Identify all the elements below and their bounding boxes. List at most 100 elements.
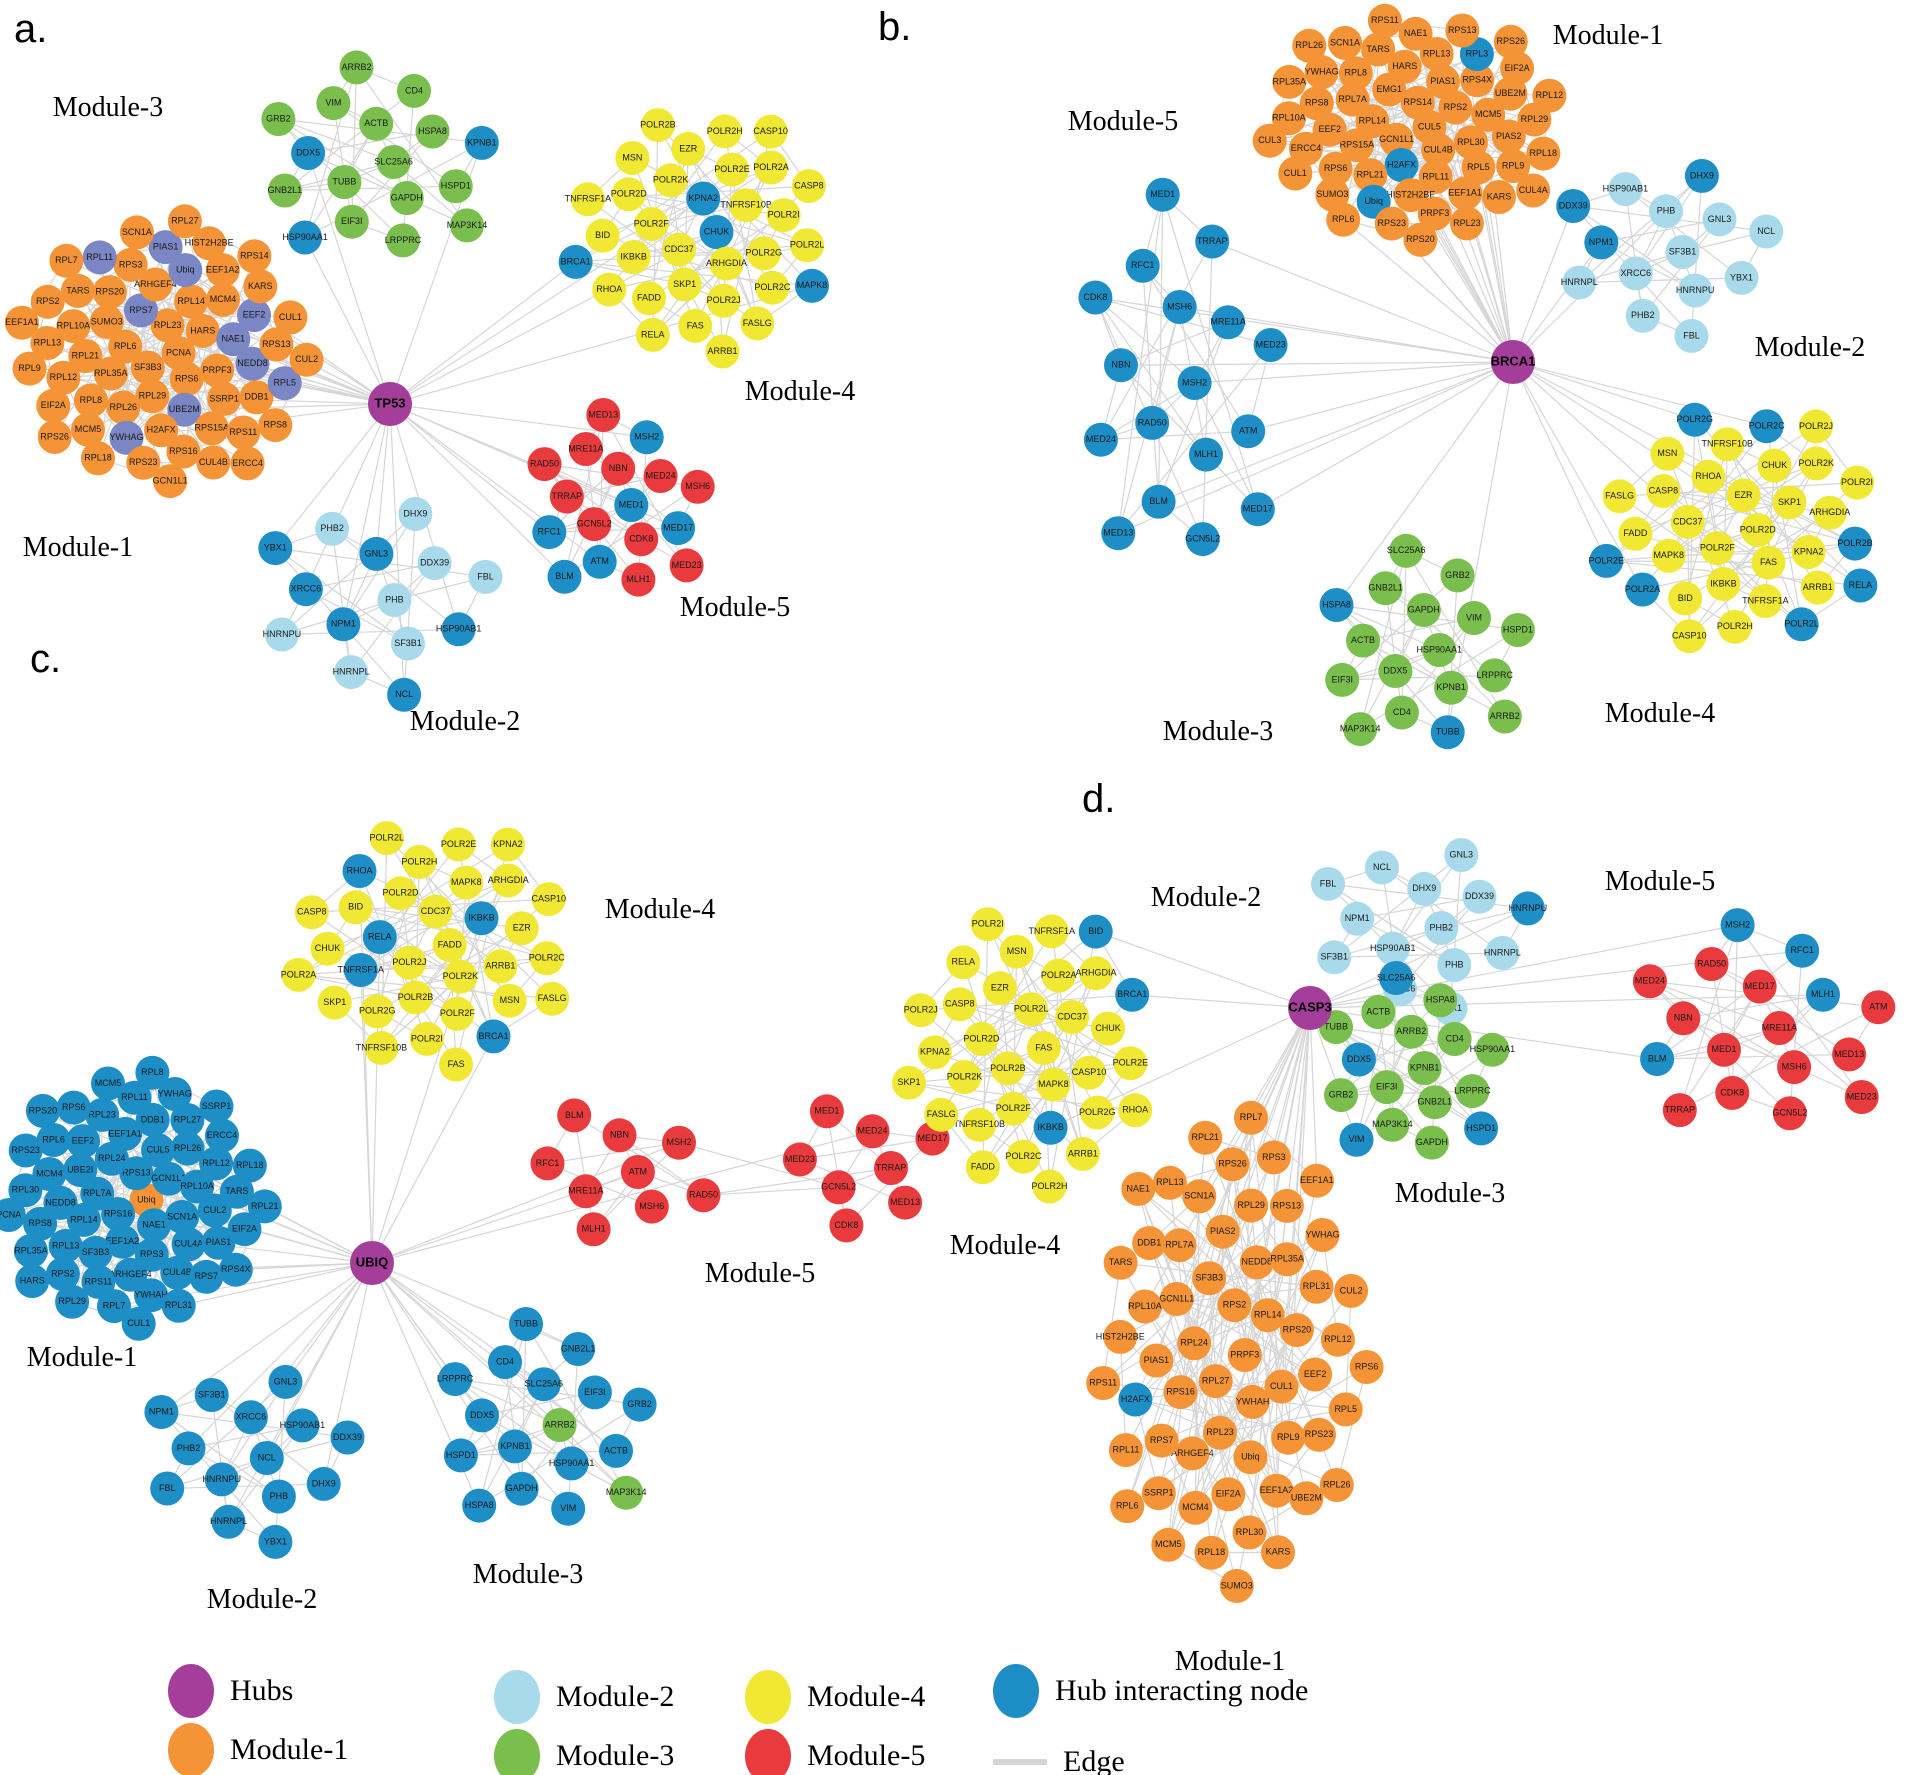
network-node[interactable] (1772, 1096, 1807, 1131)
network-node[interactable] (492, 983, 527, 1018)
network-node[interactable] (602, 1118, 637, 1153)
network-node[interactable] (432, 928, 467, 962)
network-node[interactable] (135, 379, 170, 414)
network-node[interactable] (1448, 176, 1483, 211)
network-node[interactable] (97, 1289, 131, 1324)
network-node[interactable] (189, 1259, 224, 1294)
network-node[interactable] (227, 1212, 262, 1247)
network-node[interactable] (1113, 1046, 1148, 1081)
network-node[interactable] (1312, 112, 1347, 147)
network-node[interactable] (137, 1208, 171, 1243)
network-node[interactable] (1694, 947, 1729, 981)
network-node[interactable] (1791, 535, 1826, 569)
network-node[interactable] (903, 993, 938, 1028)
network-node[interactable] (621, 562, 656, 597)
network-node[interactable] (1461, 150, 1496, 185)
network-node[interactable] (1078, 914, 1113, 949)
network-node[interactable] (134, 1237, 169, 1272)
network-node[interactable] (121, 1306, 156, 1341)
network-node[interactable] (1339, 1122, 1374, 1157)
network-node[interactable] (1375, 931, 1410, 966)
network-node[interactable] (497, 1429, 532, 1464)
network-node[interactable] (829, 1208, 864, 1243)
network-node[interactable] (106, 390, 141, 425)
network-node[interactable] (32, 1157, 67, 1191)
network-node[interactable] (1500, 51, 1535, 86)
network-node[interactable] (1328, 25, 1362, 60)
network-node[interactable] (1665, 235, 1700, 269)
network-node[interactable] (1151, 1527, 1186, 1562)
network-node[interactable] (199, 1089, 234, 1124)
network-node[interactable] (1670, 504, 1705, 539)
network-node[interactable] (443, 959, 478, 994)
network-node[interactable] (888, 1185, 923, 1220)
network-node[interactable] (1532, 78, 1567, 113)
network-node[interactable] (66, 1202, 101, 1237)
network-node[interactable] (662, 232, 696, 267)
network-node[interactable] (609, 1475, 644, 1510)
network-node[interactable] (821, 1170, 856, 1205)
network-node[interactable] (161, 1288, 196, 1323)
network-node[interactable] (1742, 969, 1777, 1004)
network-node[interactable] (1464, 1111, 1499, 1146)
network-node[interactable] (1240, 492, 1275, 527)
network-node[interactable] (200, 353, 235, 388)
network-node[interactable] (398, 497, 433, 531)
network-node[interactable] (232, 1148, 267, 1183)
network-node[interactable] (1279, 1313, 1314, 1348)
network-node[interactable] (1843, 568, 1878, 603)
network-node[interactable] (707, 114, 742, 149)
network-node[interactable] (632, 281, 666, 316)
network-node[interactable] (1036, 1067, 1071, 1102)
network-node[interactable] (1384, 695, 1419, 730)
network-node[interactable] (317, 985, 352, 1020)
network-node[interactable] (509, 1307, 543, 1341)
network-node[interactable] (1189, 437, 1223, 472)
hub-node-tp53[interactable] (368, 382, 412, 426)
network-node[interactable] (1103, 1319, 1138, 1354)
network-node[interactable] (624, 522, 659, 557)
network-node[interactable] (640, 108, 675, 143)
network-node[interactable] (259, 327, 294, 362)
network-node[interactable] (1477, 658, 1512, 693)
network-node[interactable] (273, 300, 308, 335)
network-node[interactable] (37, 419, 72, 454)
network-node[interactable] (205, 253, 240, 288)
network-node[interactable] (568, 1174, 603, 1209)
network-node[interactable] (113, 247, 148, 282)
network-node[interactable] (386, 223, 420, 258)
network-node[interactable] (12, 351, 47, 386)
network-node[interactable] (1707, 1032, 1741, 1067)
network-node[interactable] (243, 269, 278, 304)
network-node[interactable] (1368, 571, 1403, 606)
network-node[interactable] (946, 945, 981, 980)
network-node[interactable] (1108, 1433, 1143, 1468)
network-node[interactable] (389, 181, 424, 215)
network-node[interactable] (4, 305, 39, 340)
network-node[interactable] (56, 309, 91, 344)
network-node[interactable] (483, 949, 518, 984)
network-node[interactable] (1844, 1080, 1879, 1114)
network-node[interactable] (554, 1446, 589, 1481)
network-node[interactable] (1384, 148, 1419, 182)
network-node[interactable] (144, 413, 179, 448)
network-node[interactable] (438, 169, 473, 204)
network-node[interactable] (1651, 538, 1686, 573)
network-node[interactable] (157, 1077, 192, 1111)
network-node[interactable] (315, 511, 350, 546)
network-node[interactable] (874, 1151, 908, 1185)
network-node[interactable] (1666, 1001, 1701, 1036)
network-node[interactable] (1233, 1440, 1268, 1475)
network-node[interactable] (611, 177, 646, 212)
network-node[interactable] (582, 544, 617, 579)
network-node[interactable] (1717, 609, 1752, 644)
network-node[interactable] (1014, 992, 1049, 1027)
network-node[interactable] (1471, 97, 1506, 132)
network-node[interactable] (1417, 1085, 1452, 1120)
network-node[interactable] (1101, 516, 1136, 551)
network-node[interactable] (1034, 914, 1069, 949)
network-node[interactable] (1800, 570, 1835, 605)
network-node[interactable] (715, 152, 749, 187)
hub-node-brca1[interactable] (1491, 340, 1535, 384)
network-node[interactable] (669, 548, 704, 583)
